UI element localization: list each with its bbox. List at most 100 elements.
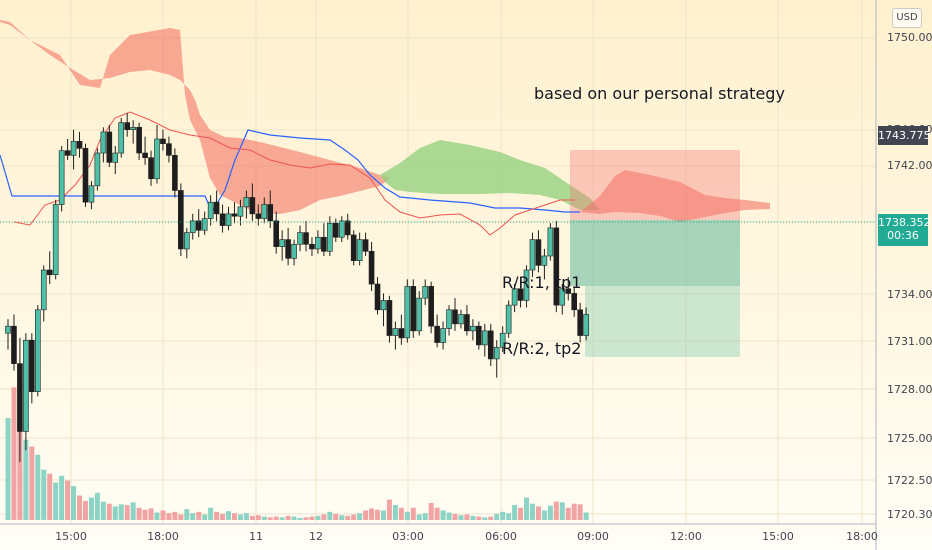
candle[interactable]	[493, 340, 500, 378]
candle[interactable]	[29, 333, 35, 404]
candle[interactable]	[428, 281, 434, 334]
candle[interactable]	[160, 129, 166, 151]
candle[interactable]	[100, 127, 107, 163]
candle[interactable]	[523, 265, 530, 308]
candle[interactable]	[178, 183, 184, 256]
candle[interactable]	[94, 148, 101, 191]
candle[interactable]	[243, 190, 250, 219]
candle[interactable]	[416, 291, 423, 336]
candle[interactable]	[577, 302, 583, 343]
candle[interactable]	[154, 124, 160, 184]
candle[interactable]	[529, 232, 536, 278]
candle[interactable]	[362, 232, 369, 256]
stop-loss-zone[interactable]	[570, 150, 740, 220]
candle[interactable]	[368, 241, 375, 292]
candle[interactable]	[422, 279, 429, 306]
candle[interactable]	[505, 300, 512, 338]
candle[interactable]	[356, 232, 363, 266]
candle[interactable]	[207, 195, 214, 226]
candle[interactable]	[172, 148, 178, 198]
candle[interactable]	[386, 295, 393, 343]
candle[interactable]	[136, 122, 142, 161]
candle[interactable]	[535, 230, 542, 273]
candle[interactable]	[124, 113, 130, 137]
candle[interactable]	[17, 337, 23, 462]
candle[interactable]	[374, 277, 381, 315]
candle[interactable]	[321, 223, 327, 256]
candle[interactable]	[118, 117, 125, 158]
candle[interactable]	[195, 209, 202, 238]
candle[interactable]	[23, 333, 29, 451]
candle[interactable]	[64, 138, 71, 161]
candle[interactable]	[487, 323, 494, 366]
candle[interactable]	[499, 326, 506, 352]
candle[interactable]	[571, 286, 578, 317]
candle[interactable]	[344, 213, 351, 240]
candle[interactable]	[338, 216, 345, 242]
candle[interactable]	[40, 265, 47, 322]
candle[interactable]	[446, 305, 452, 336]
candle[interactable]	[583, 307, 589, 341]
candle[interactable]	[5, 319, 11, 350]
candle[interactable]	[434, 314, 440, 348]
candle[interactable]	[285, 227, 291, 266]
strategy-annotation[interactable]: based on our personal strategy	[534, 84, 785, 103]
candle[interactable]	[565, 277, 572, 301]
price-axis-labels[interactable]: 1750.000 1746.000 1742.000 1734.000 1731…	[887, 31, 932, 521]
candle[interactable]	[88, 181, 95, 210]
candle[interactable]	[476, 321, 482, 350]
candle[interactable]	[249, 183, 256, 221]
candle[interactable]	[547, 223, 554, 261]
candle[interactable]	[410, 279, 417, 338]
time-axis-labels[interactable]: 15:00 18:00 11 12 03:00 06:00 09:00 12:0…	[55, 530, 878, 543]
candle[interactable]	[291, 239, 297, 266]
candle[interactable]	[201, 211, 208, 235]
candle[interactable]	[70, 129, 77, 170]
candle[interactable]	[309, 237, 315, 256]
candle[interactable]	[273, 211, 280, 254]
take-profit-zone-1[interactable]	[570, 220, 740, 286]
candle[interactable]	[130, 120, 136, 144]
candle[interactable]	[34, 305, 41, 397]
candle[interactable]	[142, 136, 148, 165]
candle[interactable]	[225, 206, 232, 231]
candle[interactable]	[297, 225, 303, 252]
candle[interactable]	[11, 314, 17, 371]
candle[interactable]	[553, 220, 560, 313]
candle[interactable]	[458, 309, 464, 329]
candle[interactable]	[76, 131, 83, 158]
candle[interactable]	[452, 298, 458, 331]
candle[interactable]	[184, 227, 190, 259]
candle[interactable]	[404, 279, 411, 343]
candle[interactable]	[440, 321, 446, 350]
candle[interactable]	[398, 314, 405, 345]
candle[interactable]	[82, 143, 89, 207]
rr2-annotation[interactable]: R/R:2, tp2	[502, 339, 581, 358]
candle[interactable]	[559, 284, 566, 315]
candle[interactable]	[303, 220, 309, 252]
candle[interactable]	[213, 190, 220, 221]
candlesticks[interactable]	[5, 113, 589, 462]
candle[interactable]	[279, 230, 285, 261]
candle[interactable]	[46, 251, 53, 285]
candle[interactable]	[350, 230, 357, 266]
candle[interactable]	[332, 218, 339, 242]
candle[interactable]	[380, 293, 387, 327]
candle[interactable]	[464, 305, 470, 336]
candle[interactable]	[517, 279, 524, 308]
candle[interactable]	[541, 248, 548, 280]
candle[interactable]	[327, 216, 333, 256]
candle[interactable]	[261, 197, 268, 224]
candle[interactable]	[106, 124, 113, 168]
candle[interactable]	[219, 204, 226, 233]
candle[interactable]	[392, 321, 399, 350]
currency-button[interactable]: USD	[892, 8, 922, 28]
candle[interactable]	[189, 213, 196, 240]
candle[interactable]	[231, 202, 238, 224]
candle[interactable]	[315, 230, 321, 254]
candle[interactable]	[148, 150, 154, 186]
candle[interactable]	[511, 284, 518, 313]
take-profit-zone-2[interactable]	[585, 286, 740, 357]
candle[interactable]	[481, 323, 488, 357]
